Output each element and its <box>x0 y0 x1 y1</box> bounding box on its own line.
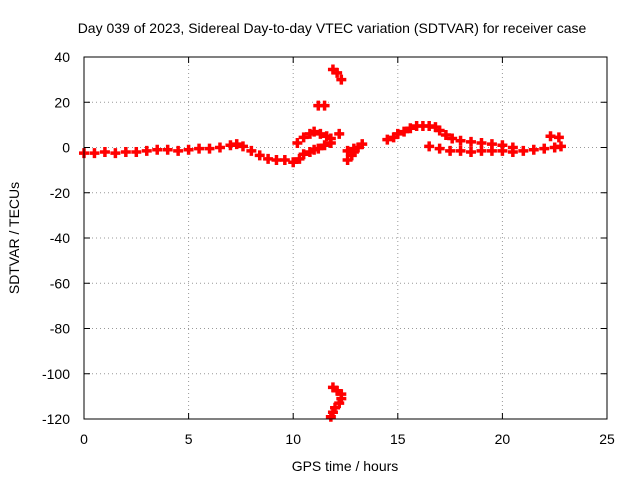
data-point <box>288 157 299 168</box>
chart-title: Day 039 of 2023, Sidereal Day-to-day VTE… <box>78 20 587 36</box>
data-point <box>120 147 131 158</box>
y-axis-label: SDTVAR / TECUs <box>6 182 22 294</box>
data-point <box>214 142 225 153</box>
y-tick-label: -80 <box>50 321 70 337</box>
y-tick-label: -100 <box>42 366 70 382</box>
data-point <box>528 144 539 155</box>
data-point <box>110 148 121 159</box>
data-point <box>455 135 466 146</box>
data-point <box>141 145 152 156</box>
data-point <box>309 126 320 137</box>
data-point <box>173 145 184 156</box>
grid <box>84 57 607 419</box>
data-point <box>445 145 456 156</box>
y-tick-label: -120 <box>42 411 70 427</box>
data-point <box>545 131 556 142</box>
data-point <box>336 74 347 85</box>
data-point <box>298 132 309 143</box>
data-point <box>89 148 100 159</box>
data-point <box>292 137 303 148</box>
data-point <box>298 149 309 160</box>
data-point <box>382 134 393 145</box>
data-point <box>507 147 518 158</box>
data-point <box>342 145 353 156</box>
data-point <box>246 145 257 156</box>
y-tick-label: -60 <box>50 275 70 291</box>
data-point <box>392 128 403 139</box>
plot-frame <box>83 56 608 420</box>
data-point <box>405 123 416 134</box>
data-point <box>231 139 242 150</box>
data-point <box>162 144 173 155</box>
data-point <box>194 143 205 154</box>
data-point <box>319 100 330 111</box>
data-point <box>539 143 550 154</box>
data-points <box>79 64 566 422</box>
data-point <box>254 150 265 161</box>
data-point <box>325 133 336 144</box>
y-tick-label: 20 <box>54 94 70 110</box>
data-point <box>315 128 326 139</box>
data-point <box>336 393 347 404</box>
data-point <box>313 143 324 154</box>
x-tick-label: 20 <box>495 431 511 447</box>
y-tick-label: 0 <box>62 140 70 156</box>
data-point <box>455 145 466 156</box>
data-point <box>332 67 343 78</box>
data-point <box>271 154 282 165</box>
data-point <box>447 133 458 144</box>
y-tick-label: -20 <box>50 185 70 201</box>
x-tick-label: 5 <box>185 431 193 447</box>
data-point <box>555 141 566 152</box>
data-point <box>434 143 445 154</box>
data-point <box>279 154 290 165</box>
data-point <box>348 143 359 154</box>
data-point <box>334 128 345 139</box>
data-point <box>204 143 215 154</box>
data-point <box>131 147 142 158</box>
data-point <box>237 141 248 152</box>
data-point <box>497 145 508 156</box>
data-point <box>466 136 477 147</box>
x-axis-label: GPS time / hours <box>292 458 399 474</box>
data-point <box>183 144 194 155</box>
x-tick-label: 15 <box>390 431 406 447</box>
data-point <box>319 140 330 151</box>
data-point <box>357 139 368 150</box>
data-point <box>424 141 435 152</box>
x-tick-label: 0 <box>80 431 88 447</box>
data-point <box>518 145 529 156</box>
x-tick-label: 25 <box>599 431 615 447</box>
data-point <box>263 153 274 164</box>
data-point <box>152 144 163 155</box>
data-point <box>486 145 497 156</box>
data-point <box>466 147 477 158</box>
data-point <box>440 130 451 141</box>
y-tick-label: -40 <box>50 230 70 246</box>
data-point <box>476 145 487 156</box>
data-point <box>399 126 410 137</box>
y-tick-label: 40 <box>54 49 70 65</box>
data-point <box>99 147 110 158</box>
data-point <box>434 125 445 136</box>
data-point <box>553 132 564 143</box>
x-tick-label: 10 <box>285 431 301 447</box>
